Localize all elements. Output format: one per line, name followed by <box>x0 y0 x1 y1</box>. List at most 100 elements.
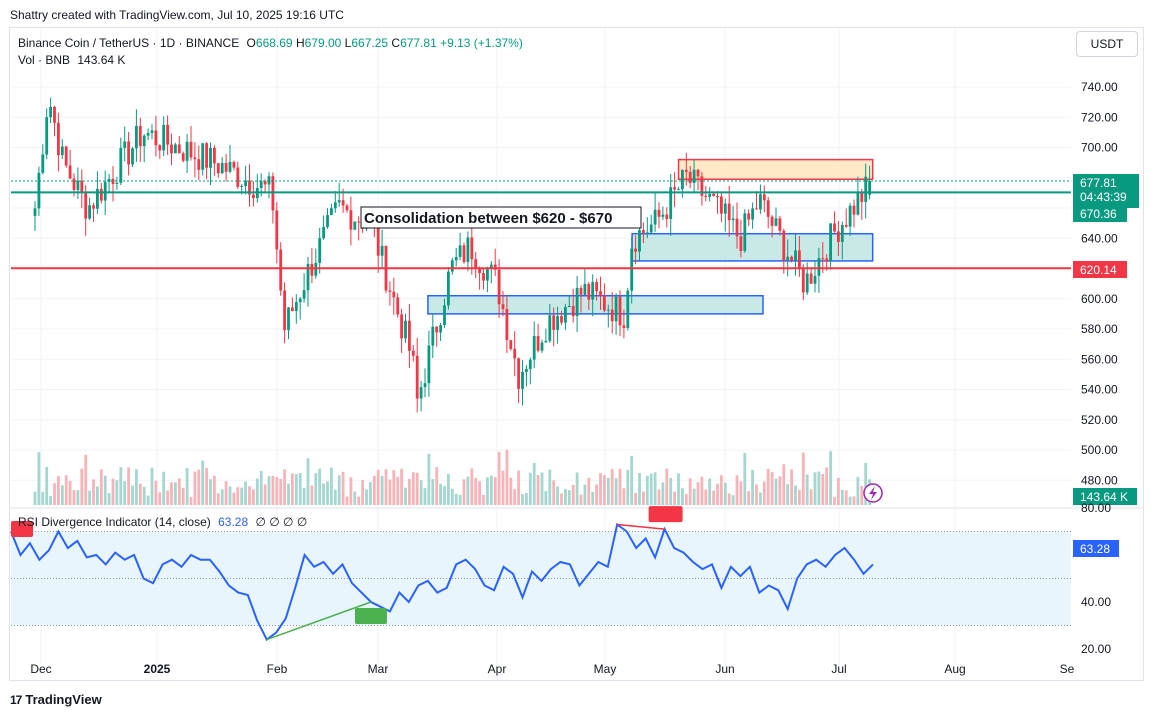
candle-body <box>731 218 735 221</box>
volume-bar <box>766 468 770 505</box>
volume-bar <box>322 483 325 505</box>
candle-body <box>45 117 49 155</box>
candle <box>470 226 474 275</box>
time-tick-label: Se <box>1060 662 1075 676</box>
candle-body <box>326 215 329 227</box>
price-tick-label: 480.00 <box>1081 473 1118 487</box>
volume-bar <box>470 468 474 505</box>
candle-body <box>419 387 423 399</box>
candle <box>216 163 220 178</box>
volume-bar <box>201 460 205 505</box>
price-tick-label: 540.00 <box>1081 383 1118 397</box>
time-tick-label: Aug <box>944 662 965 676</box>
candle <box>439 322 442 341</box>
candle-body <box>185 141 189 161</box>
volume-bar <box>525 492 528 505</box>
candle-body <box>642 230 645 233</box>
candle <box>720 193 723 223</box>
symbol-legend[interactable]: Binance Coin / TetherUS · 1D · BINANCE O… <box>18 36 523 50</box>
rsi-tick-label: 40.00 <box>1081 595 1111 609</box>
candle-body <box>540 342 544 351</box>
volume-bar <box>45 466 49 505</box>
consolidation-annotation[interactable]: Consolidation between $620 - $670 <box>360 206 642 229</box>
volume-bar <box>197 469 201 505</box>
candle <box>177 136 181 154</box>
volume-bar <box>497 451 501 505</box>
candle <box>53 105 56 137</box>
candle <box>84 185 88 236</box>
candle-body <box>786 256 790 261</box>
volume-bar <box>677 473 680 505</box>
candle <box>447 267 450 310</box>
candle-body <box>138 125 142 147</box>
volume-bar <box>263 484 267 505</box>
volume-bar <box>560 493 563 505</box>
volume-bar <box>673 491 676 505</box>
volume-bar <box>513 489 517 505</box>
close-label: C <box>391 36 401 50</box>
candle <box>326 208 329 229</box>
volume-bar <box>392 470 396 505</box>
level-670-text: 670.36 <box>1080 207 1117 221</box>
candle-body <box>474 259 478 270</box>
candle-body <box>435 326 439 333</box>
rsi-tick-label: 80.00 <box>1081 501 1111 515</box>
candle <box>158 144 162 159</box>
candle <box>844 208 848 228</box>
candle-body <box>84 192 88 219</box>
volume-bar <box>634 492 637 505</box>
tradingview-logo[interactable]: 17 TradingView <box>10 692 102 707</box>
candle <box>466 231 470 272</box>
candle <box>92 202 95 222</box>
candle-body <box>575 287 579 317</box>
candle-body <box>755 208 758 210</box>
candle <box>642 222 645 244</box>
candle <box>684 152 688 186</box>
rsi-band <box>11 531 1071 626</box>
volume-bar <box>833 496 836 505</box>
volume-bar <box>400 468 403 505</box>
volume-bar <box>369 482 372 505</box>
candle-body <box>357 221 361 223</box>
candle <box>571 288 575 323</box>
rsi-legend[interactable]: RSI Divergence Indicator (14, close) 63.… <box>18 515 307 529</box>
candle <box>170 133 173 166</box>
change-value: +9.13 (+1.37%) <box>440 36 523 50</box>
volume-bar <box>817 471 821 505</box>
volume-bar <box>684 494 688 505</box>
candle-body <box>692 169 696 183</box>
candle <box>88 197 91 221</box>
candle-body <box>388 290 392 292</box>
candle <box>271 172 275 224</box>
candle-body <box>579 287 583 295</box>
volume-bar <box>294 474 298 505</box>
countdown-text: 04:43:39 <box>1080 190 1127 204</box>
time-tick-label: Jun <box>715 662 734 676</box>
volume-legend[interactable]: Vol · BNB 143.64 K <box>18 53 125 67</box>
candle <box>840 221 844 260</box>
volume-bar <box>103 475 107 505</box>
volume-bar <box>798 490 801 505</box>
volume-bar <box>99 469 103 505</box>
candle-body <box>657 209 661 217</box>
candle-body <box>298 298 302 303</box>
volume-bar <box>380 475 384 505</box>
volume-bar <box>80 468 84 505</box>
volume-bar <box>228 486 232 505</box>
candle-body <box>376 227 380 256</box>
candle-body <box>439 325 442 333</box>
volume-bar <box>170 482 173 505</box>
volume-bar <box>575 472 579 505</box>
rsi-toggles[interactable]: ∅ ∅ ∅ ∅ <box>255 515 308 529</box>
candle-body <box>306 263 310 291</box>
candle-body <box>411 350 415 356</box>
candle <box>419 380 423 412</box>
candle <box>688 166 692 189</box>
currency-button[interactable]: USDT <box>1076 31 1138 57</box>
candle <box>478 266 481 290</box>
candle-body <box>220 163 224 174</box>
candle-body <box>232 161 236 168</box>
candle-body <box>782 230 786 261</box>
lightning-icon[interactable] <box>863 483 883 503</box>
